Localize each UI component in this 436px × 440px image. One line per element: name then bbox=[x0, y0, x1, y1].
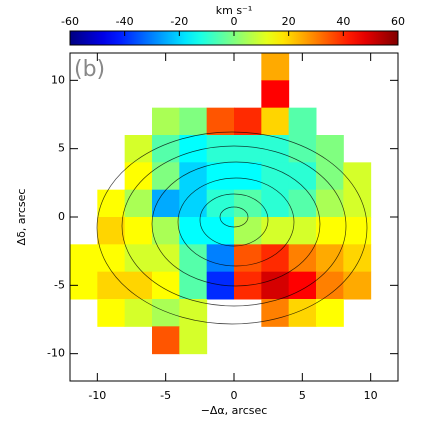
map-cell bbox=[152, 107, 180, 136]
y-axis-label: Δδ, arcsec bbox=[15, 189, 28, 246]
map-cell bbox=[288, 107, 317, 136]
y-tick-label: -10 bbox=[47, 347, 65, 360]
map-cell bbox=[234, 107, 262, 136]
velocity-map bbox=[70, 53, 372, 355]
map-cell bbox=[316, 217, 344, 245]
map-cell bbox=[206, 244, 235, 273]
x-tick-label: 10 bbox=[364, 389, 378, 402]
map-cell bbox=[206, 135, 235, 163]
plot-frame bbox=[69, 52, 399, 382]
map-cell bbox=[179, 326, 208, 355]
map-cell bbox=[316, 189, 344, 218]
contours bbox=[96, 131, 368, 325]
colorbar-tick-label: 20 bbox=[282, 15, 296, 28]
map-cell bbox=[261, 162, 290, 191]
map-cell bbox=[261, 217, 290, 245]
y-tick-label: 10 bbox=[51, 73, 65, 86]
x-tick-label: -10 bbox=[88, 389, 106, 402]
map-cell bbox=[261, 299, 290, 327]
x-tick-label: 5 bbox=[299, 389, 306, 402]
map-cell bbox=[261, 189, 290, 218]
x-axis-label: −Δα, arcsec bbox=[201, 404, 268, 417]
contour bbox=[96, 131, 368, 325]
map-cell bbox=[124, 135, 153, 163]
colorbar-label: km s⁻¹ bbox=[216, 4, 253, 17]
map-cell bbox=[316, 135, 344, 163]
y-tick-label: 5 bbox=[58, 142, 65, 155]
map-cell bbox=[152, 189, 180, 218]
map-cell bbox=[124, 189, 153, 218]
contour bbox=[121, 145, 347, 307]
colorbar-tick-label: 40 bbox=[336, 15, 350, 28]
colorbar-tick-label: -60 bbox=[61, 15, 79, 28]
map-cell bbox=[234, 217, 262, 245]
map-cell bbox=[234, 135, 262, 163]
map-cell bbox=[179, 299, 208, 327]
map-cell bbox=[288, 189, 317, 218]
map-cell bbox=[316, 299, 344, 327]
y-tick-label: -5 bbox=[54, 278, 65, 291]
map-cell bbox=[124, 217, 153, 245]
y-tick-label: 0 bbox=[58, 210, 65, 223]
map-cell bbox=[261, 107, 290, 136]
map-cell bbox=[261, 244, 290, 273]
contour bbox=[177, 177, 295, 267]
map-cell bbox=[179, 271, 208, 300]
colorbar-tick-label: -20 bbox=[170, 15, 188, 28]
map-cell bbox=[288, 244, 317, 273]
map-cell bbox=[179, 217, 208, 245]
map-cell bbox=[316, 244, 344, 273]
map-cell bbox=[288, 299, 317, 327]
colorbar-tick-label: -40 bbox=[116, 15, 134, 28]
map-cell bbox=[261, 53, 290, 81]
map-cell bbox=[261, 271, 290, 300]
map-cell bbox=[288, 135, 317, 163]
colorbar-tick-label: 0 bbox=[231, 15, 238, 28]
map-cell bbox=[179, 189, 208, 218]
map-cell bbox=[316, 162, 344, 191]
map-cell bbox=[261, 80, 290, 109]
map-cell bbox=[206, 107, 235, 136]
map-cell bbox=[206, 217, 235, 245]
map-cell bbox=[97, 299, 126, 327]
map-cell bbox=[97, 271, 126, 300]
map-cell bbox=[152, 271, 180, 300]
map-cell bbox=[152, 299, 180, 327]
map-cell bbox=[343, 244, 372, 273]
map-cell bbox=[179, 107, 208, 136]
contour bbox=[219, 206, 249, 228]
panel-label: (b) bbox=[74, 57, 105, 82]
map-cell bbox=[152, 326, 180, 355]
map-cell bbox=[124, 299, 153, 327]
map-cell bbox=[343, 271, 372, 300]
x-tick-label: 0 bbox=[231, 389, 238, 402]
map-cell bbox=[124, 271, 153, 300]
map-cell bbox=[152, 162, 180, 191]
map-cell bbox=[288, 162, 317, 191]
colorbar-tick-label: 60 bbox=[391, 15, 405, 28]
map-cell bbox=[97, 217, 126, 245]
map-cell bbox=[288, 271, 317, 300]
map-cell bbox=[97, 189, 126, 218]
map-cell bbox=[234, 162, 262, 191]
map-cell bbox=[288, 217, 317, 245]
map-cell bbox=[97, 244, 126, 273]
map-cell bbox=[343, 189, 372, 218]
map-cell bbox=[206, 162, 235, 191]
map-cell bbox=[70, 244, 98, 273]
map-cell bbox=[124, 162, 153, 191]
map-cell bbox=[152, 217, 180, 245]
contour bbox=[151, 161, 321, 287]
map-cell bbox=[234, 244, 262, 273]
map-cell bbox=[343, 162, 372, 191]
x-tick-label: -5 bbox=[160, 389, 171, 402]
contour bbox=[199, 193, 269, 247]
